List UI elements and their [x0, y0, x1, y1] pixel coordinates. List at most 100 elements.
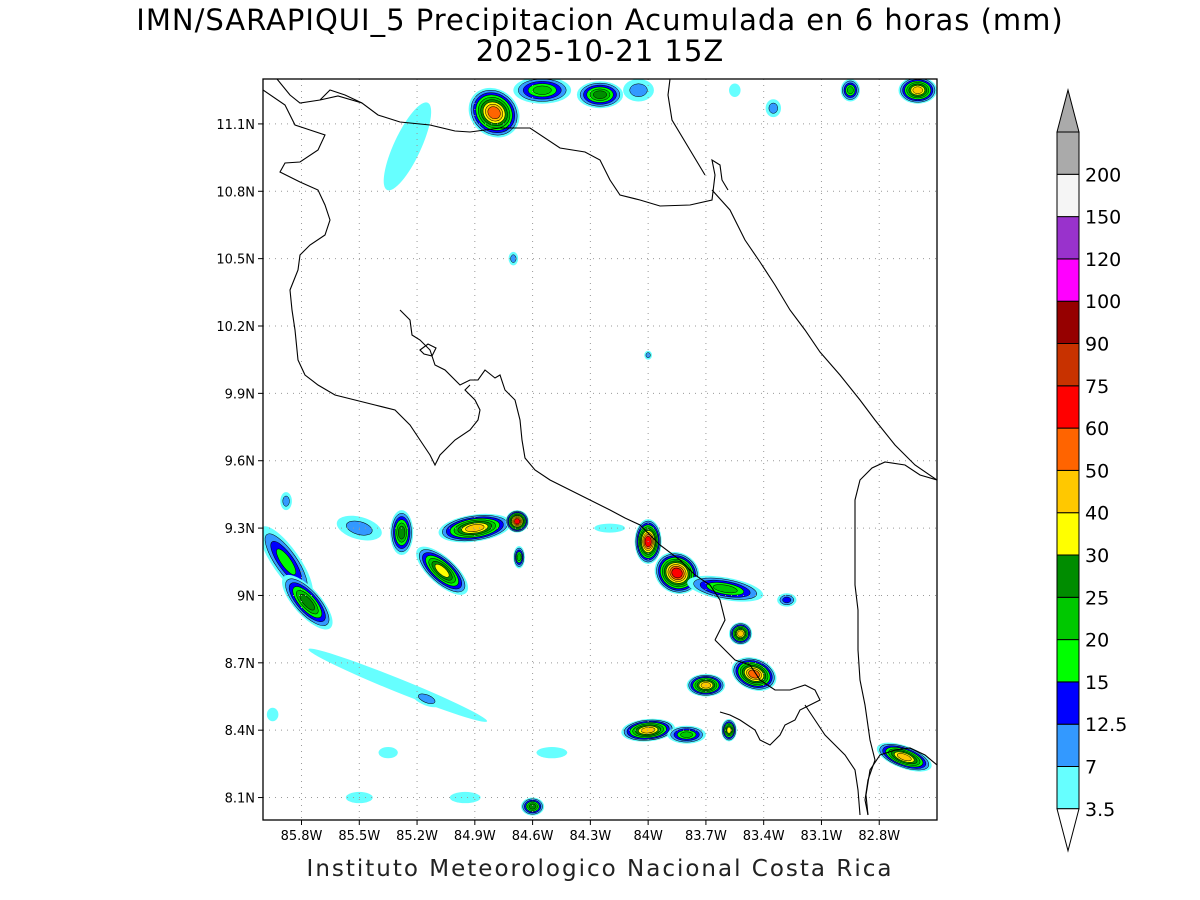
pacific-coast-north: [263, 89, 481, 467]
precip-contour: [737, 630, 744, 637]
nicaragua-caribbean-coast: [667, 79, 706, 176]
lon-tick-label: 84.6W: [512, 829, 554, 844]
precip-cell: [390, 510, 414, 556]
precip-cell: [282, 574, 333, 630]
panama-pacific-coast: [865, 747, 937, 816]
precip-cell: [729, 83, 741, 97]
precip-contour: [276, 548, 297, 575]
precip-contour: [418, 693, 436, 704]
precip-cell: [729, 622, 753, 645]
precip-contour: [847, 86, 854, 95]
precip-cell: [280, 492, 292, 511]
precip-cell: [438, 513, 512, 543]
lon-tick-label: 85.8W: [281, 829, 323, 844]
precip-contour: [449, 791, 481, 804]
precip-contour: [434, 563, 450, 578]
map-title-line2: 2025-10-21 15Z: [475, 34, 725, 68]
precip-contour: [378, 747, 398, 759]
precip-contour: [536, 747, 568, 759]
lat-tick-label: 10.5N: [216, 253, 255, 268]
precip-contour: [266, 707, 279, 722]
colorbar-swatch: [1056, 173, 1080, 218]
colorbar-label: 90: [1085, 334, 1109, 356]
lon-tick-label: 83.7W: [685, 829, 727, 844]
colorbar-label: 40: [1085, 503, 1109, 525]
colorbar-label: 50: [1085, 460, 1109, 482]
precip-cell: [777, 593, 797, 607]
precip-cell: [594, 523, 626, 533]
precip-contour: [680, 731, 694, 738]
precip-contour: [896, 753, 912, 762]
precip-contour: [671, 567, 683, 579]
precip-cell: [468, 87, 520, 138]
precip-cell: [621, 718, 676, 742]
colorbar-swatch: [1056, 596, 1080, 641]
colorbar-swatch: [1056, 343, 1080, 387]
lat-tick-label: 8.4N: [225, 724, 255, 739]
lon-tick-label: 83.4W: [743, 829, 785, 844]
colorbar-label: 60: [1085, 418, 1109, 440]
precip-cell: [731, 657, 777, 691]
precip-contour: [629, 83, 648, 97]
precip-contour: [729, 83, 741, 97]
colorbar-swatch: [1056, 427, 1080, 471]
colorbar-label: 100: [1085, 291, 1121, 313]
graticule: [258, 79, 937, 825]
lon-tick-label: 85.2W: [396, 829, 438, 844]
precip-contour: [532, 85, 552, 95]
panama-border: [854, 461, 937, 816]
colorbar-label: 200: [1085, 164, 1121, 186]
precip-cell: [765, 99, 782, 118]
precip-contour: [282, 495, 290, 507]
island-chira: [419, 343, 437, 357]
map-footer-credit: Instituto Meteorologico Nacional Costa R…: [306, 856, 894, 882]
precip-cell: [378, 747, 398, 759]
precip-cell: [623, 79, 654, 102]
colorbar-label: 20: [1085, 630, 1109, 652]
colorbar-swatch: [1056, 512, 1080, 556]
colorbar-swatch: [1056, 258, 1080, 302]
precip-contour: [712, 584, 738, 594]
precip-contour: [516, 553, 522, 562]
colorbar-swatch: [1056, 385, 1080, 429]
colorbar-label: 12.5: [1085, 714, 1127, 736]
osa-peninsula-coast: [714, 639, 821, 746]
colorbar-swatch: [1056, 300, 1080, 345]
colorbar-swatch: [1056, 766, 1080, 810]
plot-frame: [262, 78, 938, 821]
colorbar-swatch: [1056, 681, 1080, 725]
precip-contour: [398, 525, 406, 540]
colorbar-label: 3.5: [1085, 799, 1115, 821]
colorbar: 3.5 7 12.5 15 20 25 30 40 50 60 75 90 100 120 150 200: [1056, 88, 1127, 853]
caribbean-coast: [711, 189, 937, 481]
precip-cell: [505, 510, 529, 533]
precip-cell: [383, 102, 432, 191]
gulf-of-nicoya-coast: [399, 309, 726, 641]
colorbar-swatch: [1056, 639, 1080, 683]
lat-tick-label: 10.2N: [216, 320, 255, 335]
precip-contour: [528, 803, 537, 810]
precip-cell: [412, 690, 442, 708]
axis-tick-labels: 11.1N 10.8N 10.5N 10.2N 9.9N 9.6N 9.3N 9N 8.7N 8.…: [216, 118, 900, 844]
lat-tick-label: 11.1N: [216, 118, 255, 133]
precip-contour: [782, 596, 792, 604]
precip-contour: [768, 102, 778, 114]
precip-cell: [508, 251, 519, 266]
colorbar-top-arrow: [1056, 88, 1080, 133]
precip-contour: [383, 102, 432, 191]
precip-contour: [465, 524, 485, 533]
lake-nicaragua-shore: [319, 89, 363, 104]
colorbar-label: 150: [1085, 207, 1121, 229]
precip-contour: [912, 86, 923, 94]
precip-cell: [840, 79, 860, 102]
lon-tick-label: 84.3W: [569, 829, 611, 844]
precip-cell: [266, 707, 279, 722]
precip-contour: [594, 523, 626, 533]
burica-coast: [804, 704, 861, 816]
precip-cell: [876, 742, 932, 772]
lon-tick-label: 83.1W: [801, 829, 843, 844]
colorbar-label: 75: [1085, 376, 1109, 398]
precip-cell: [898, 79, 937, 104]
precip-contour: [510, 254, 517, 263]
coastlines: [263, 79, 937, 816]
